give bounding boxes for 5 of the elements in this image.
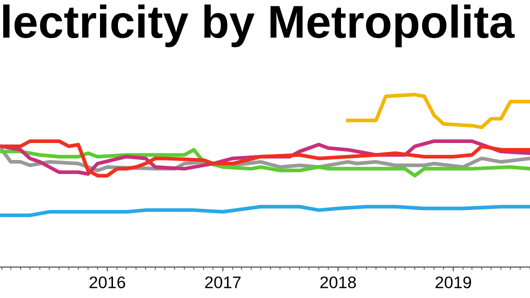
x-tick-label: 2016 [90,276,126,288]
x-tick-label: 2017 [205,276,241,288]
x-tick-label: 2019 [436,276,472,288]
x-tick-label: 2018 [320,276,356,288]
chart-title: lectricity by Metropolita [3,4,515,48]
